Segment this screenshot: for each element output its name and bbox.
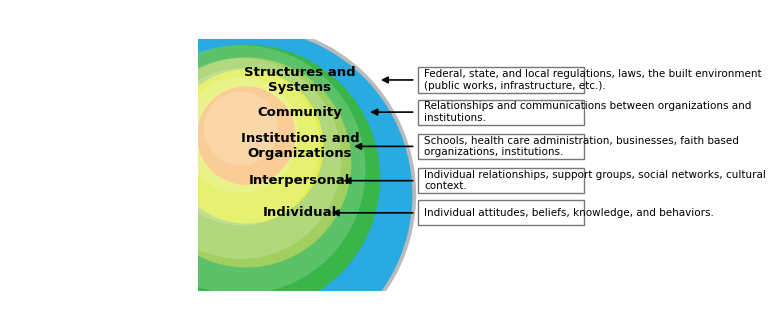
- Text: Individual relationships, support groups, social networks, cultural
context.: Individual relationships, support groups…: [424, 170, 766, 192]
- Text: Federal, state, and local regulations, laws, the built environment
(public works: Federal, state, and local regulations, l…: [424, 69, 762, 91]
- Text: Schools, health care administration, businesses, faith based
organizations, inst: Schools, health care administration, bus…: [424, 136, 739, 157]
- Text: Individual: Individual: [263, 206, 337, 219]
- Circle shape: [141, 58, 341, 259]
- FancyBboxPatch shape: [418, 99, 584, 125]
- FancyBboxPatch shape: [418, 67, 584, 93]
- FancyBboxPatch shape: [418, 200, 584, 225]
- Circle shape: [137, 54, 355, 271]
- Circle shape: [80, 28, 412, 327]
- Circle shape: [204, 91, 278, 165]
- Circle shape: [165, 65, 327, 227]
- Circle shape: [197, 86, 296, 185]
- FancyBboxPatch shape: [418, 168, 584, 193]
- Circle shape: [141, 58, 351, 267]
- Text: Structures and
Systems: Structures and Systems: [244, 66, 356, 94]
- FancyBboxPatch shape: [418, 134, 584, 159]
- Circle shape: [194, 83, 300, 189]
- Text: Community: Community: [257, 106, 343, 119]
- Circle shape: [112, 44, 380, 313]
- Text: Relationships and communications between organizations and
institutions.: Relationships and communications between…: [424, 101, 752, 123]
- Text: Individual attitudes, beliefs, knowledge, and behaviors.: Individual attitudes, beliefs, knowledge…: [424, 208, 714, 218]
- Circle shape: [183, 77, 299, 193]
- Circle shape: [169, 69, 323, 224]
- Circle shape: [77, 25, 416, 327]
- Text: Interpersonal: Interpersonal: [249, 174, 350, 187]
- Circle shape: [162, 68, 319, 225]
- Text: Institutions and
Organizations: Institutions and Organizations: [240, 132, 359, 160]
- Circle shape: [117, 45, 366, 294]
- Circle shape: [108, 41, 384, 316]
